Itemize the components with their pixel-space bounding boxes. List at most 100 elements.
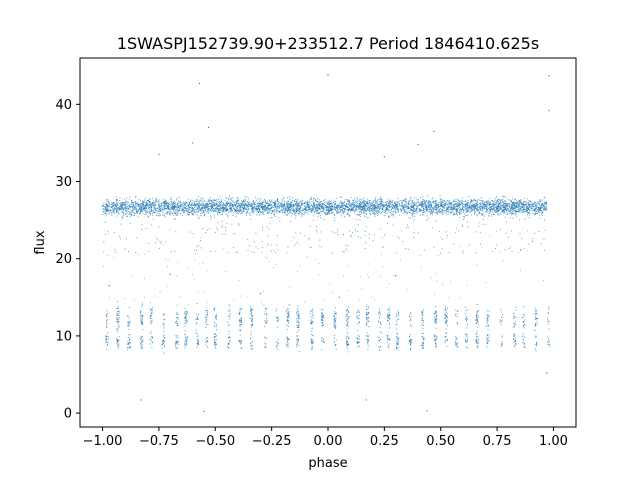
data-point	[534, 201, 536, 203]
data-point	[167, 212, 169, 214]
data-point	[510, 205, 512, 207]
data-point	[416, 202, 418, 204]
data-point	[381, 200, 383, 202]
data-point	[380, 203, 382, 205]
data-point	[197, 206, 199, 209]
data-point	[261, 206, 263, 208]
data-point	[148, 200, 150, 203]
data-point	[315, 200, 317, 202]
data-point	[269, 209, 271, 211]
data-point	[165, 199, 167, 201]
data-point	[367, 217, 369, 219]
data-point	[132, 203, 134, 205]
data-point	[197, 204, 199, 206]
data-point	[449, 203, 451, 205]
data-point	[293, 209, 295, 211]
data-point	[368, 233, 370, 235]
data-point	[294, 210, 296, 212]
data-point	[370, 209, 373, 211]
data-point	[477, 209, 479, 211]
data-point	[106, 203, 108, 205]
data-point	[134, 208, 136, 211]
data-point	[413, 219, 415, 221]
data-point	[128, 211, 130, 213]
data-point	[324, 199, 326, 201]
data-point	[296, 242, 298, 244]
data-point	[183, 207, 185, 209]
data-point	[126, 201, 128, 203]
data-point	[231, 211, 233, 213]
data-point	[295, 213, 297, 215]
data-point	[453, 214, 455, 216]
data-point	[166, 212, 168, 214]
data-point	[473, 203, 475, 205]
data-point	[371, 201, 373, 204]
data-point	[314, 199, 316, 201]
data-point	[505, 203, 508, 205]
data-point	[516, 216, 518, 218]
data-point	[171, 212, 174, 214]
data-point	[437, 211, 439, 213]
data-point	[319, 212, 321, 214]
data-point	[356, 218, 358, 221]
data-point	[527, 202, 529, 204]
data-point	[173, 211, 175, 213]
data-point	[401, 201, 403, 203]
data-point	[424, 211, 426, 213]
data-point	[291, 212, 293, 215]
data-point	[238, 212, 240, 214]
data-point	[269, 210, 271, 212]
data-point	[462, 225, 464, 227]
data-point	[495, 209, 497, 211]
data-point	[396, 201, 398, 203]
data-point	[474, 202, 476, 204]
data-point	[395, 205, 397, 207]
data-point	[348, 207, 350, 209]
data-point	[490, 207, 492, 209]
data-point	[189, 201, 191, 203]
data-point	[188, 207, 190, 209]
data-point	[455, 212, 457, 214]
data-point	[442, 204, 444, 206]
data-point	[427, 195, 429, 197]
data-point	[441, 205, 443, 207]
data-point	[362, 199, 364, 201]
data-point	[363, 197, 365, 199]
data-point	[532, 204, 534, 206]
data-point	[441, 211, 443, 213]
data-point	[123, 214, 125, 216]
data-point	[493, 200, 495, 202]
data-point	[469, 202, 471, 204]
data-point	[491, 215, 493, 217]
data-point	[341, 203, 343, 205]
data-point	[260, 203, 262, 205]
data-point	[147, 204, 149, 206]
data-point	[423, 214, 425, 216]
data-point	[139, 200, 142, 202]
data-point	[154, 209, 156, 211]
data-point	[312, 209, 314, 211]
data-point	[322, 206, 325, 208]
data-point	[174, 206, 177, 208]
data-point	[130, 203, 132, 206]
data-point	[515, 211, 517, 213]
data-point	[494, 206, 496, 208]
data-point	[417, 206, 419, 208]
data-point	[157, 215, 159, 217]
data-point	[476, 200, 479, 202]
data-point	[446, 201, 448, 203]
data-point	[335, 205, 337, 207]
data-point	[219, 203, 221, 205]
data-point	[108, 209, 110, 211]
data-point	[219, 209, 221, 211]
data-point	[406, 226, 408, 228]
data-point	[220, 214, 222, 216]
data-point	[322, 210, 324, 212]
data-point	[417, 232, 419, 234]
data-point	[155, 199, 157, 201]
data-point	[443, 203, 445, 205]
data-point	[250, 214, 252, 216]
data-point	[191, 207, 193, 209]
data-point	[351, 231, 353, 233]
data-point	[185, 210, 187, 212]
